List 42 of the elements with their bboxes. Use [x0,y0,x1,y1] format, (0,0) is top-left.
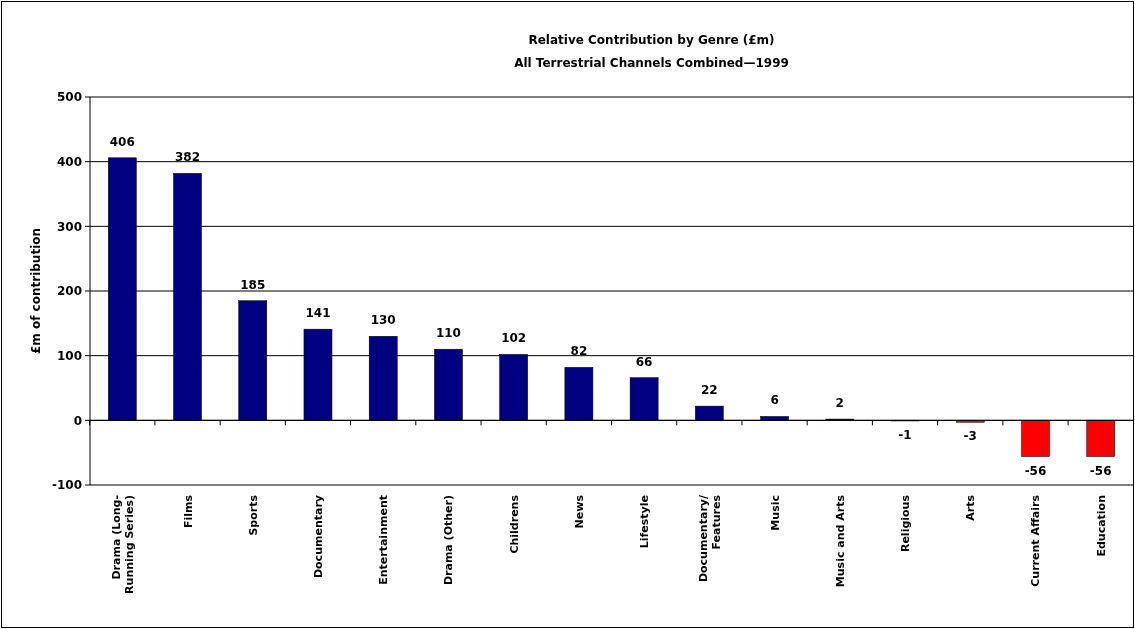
data-label: 66 [635,354,653,369]
y-tick-label: -100 [51,478,82,493]
x-tick-label: Entertainment [377,495,391,585]
data-label: 141 [305,306,331,321]
data-label: 406 [109,134,135,149]
x-tick-label: Films [181,494,195,529]
data-label: -1 [898,427,912,442]
data-label: 382 [174,150,201,165]
data-label: 6 [770,393,779,408]
x-tick-label: Current Affairs [1029,494,1043,587]
y-tick-label: 400 [56,154,82,169]
data-label: -56 [1089,463,1112,478]
x-tick-label: Sports [246,494,260,536]
x-tick-label: Music [768,495,782,531]
x-tick-label: News [572,494,586,529]
x-tick-label: Education [1094,495,1108,557]
y-tick-label: 0 [73,413,82,428]
y-axis-title: £m of contribution [29,227,43,355]
data-label: -3 [963,429,977,444]
y-tick-label: 300 [56,219,82,234]
data-label: 110 [435,326,461,341]
x-tick-label: Documentary [311,495,325,579]
x-tick-label: Lifestyle [638,495,652,549]
data-label: -56 [1024,463,1047,478]
data-label: 102 [501,331,527,346]
y-tick-label: 100 [56,348,82,363]
chart-subtitle: All Terrestrial Channels Combined—1999 [514,56,789,70]
x-tick-label: Music and Arts [833,494,847,588]
x-tick-label: Documentary/ Features [696,494,723,583]
data-label: 2 [835,396,844,411]
x-tick-label: Childrens [507,494,521,554]
x-tick-label: Religious [899,494,913,553]
y-tick-label: 200 [56,284,82,299]
y-tick-label: 500 [56,90,82,105]
x-tick-label: Arts [964,494,978,521]
data-label: 82 [570,344,588,359]
x-tick-label: Drama (Other) [442,495,456,586]
x-tick-label: Drama (Long-Running Series) [109,495,136,594]
data-label: 130 [370,313,396,328]
chart-title: Relative Contribution by Genre (£m) [528,33,775,47]
data-label: 22 [700,383,718,398]
data-label: 185 [240,277,266,292]
